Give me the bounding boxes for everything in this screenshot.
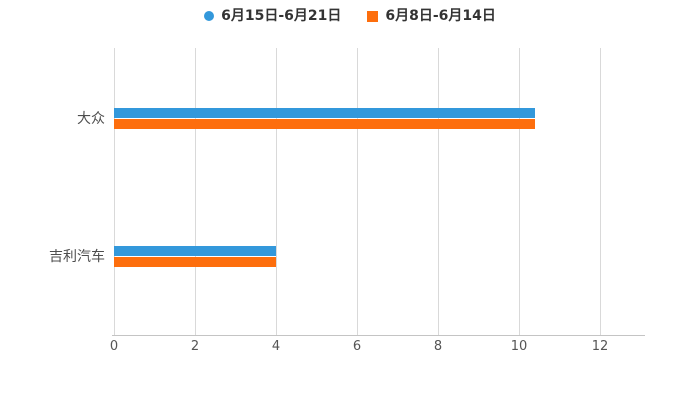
category-label-jili: 吉利汽车: [49, 248, 105, 265]
bar-jili-series1: [114, 257, 276, 268]
x-tick-label: 12: [591, 339, 609, 354]
legend-item-week-current[interactable]: 6月15日-6月21日: [204, 9, 341, 23]
circle-legend-marker-icon: [204, 11, 215, 21]
gridline: [600, 48, 601, 335]
gridline: [276, 48, 277, 335]
gridline: [357, 48, 358, 335]
bar-dazhong-series0: [114, 107, 536, 118]
gridline: [114, 48, 115, 335]
gridline: [519, 48, 520, 335]
x-tick-label: 6: [352, 339, 362, 354]
square-legend-marker-icon: [367, 10, 379, 22]
gridline: [438, 48, 439, 335]
x-tick-label: 0: [109, 339, 119, 354]
legend-label: 6月8日-6月14日: [385, 8, 496, 24]
x-tick-label: 10: [510, 339, 528, 354]
bar-dazhong-series1: [114, 119, 536, 130]
x-tick-label: 8: [433, 339, 443, 354]
x-tick-label: 2: [190, 339, 200, 354]
gridline: [195, 48, 196, 335]
legend-label: 6月15日-6月21日: [221, 8, 342, 24]
bar-jili-series0: [114, 245, 276, 256]
legend-item-week-previous[interactable]: 6月8日-6月14日: [367, 9, 496, 23]
x-axis-line: [112, 335, 645, 336]
x-tick-label: 4: [271, 339, 281, 354]
chart-legend: 6月15日-6月21日 6月8日-6月14日: [0, 5, 700, 27]
category-label-dazhong: 大众: [77, 110, 105, 127]
